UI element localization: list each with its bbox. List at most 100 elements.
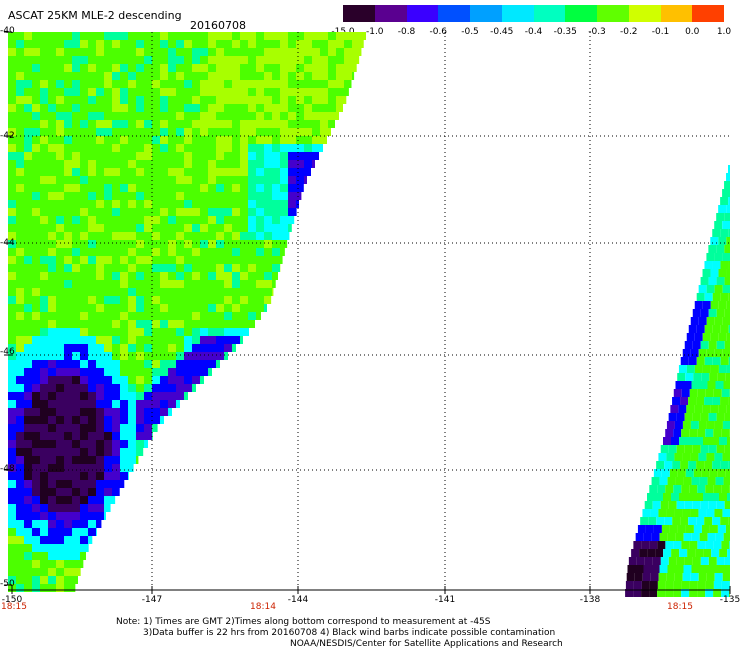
swath-left-cell bbox=[200, 192, 208, 200]
swath-right-cell bbox=[651, 477, 660, 485]
swath-left-cell bbox=[184, 368, 192, 376]
swath-left-cell bbox=[88, 176, 96, 184]
swath-left-cell bbox=[232, 248, 240, 256]
swath-left-cell bbox=[328, 104, 336, 112]
swath-left-cell bbox=[40, 408, 48, 416]
swath-left-cell bbox=[320, 128, 328, 136]
swath-left-cell bbox=[88, 480, 96, 488]
swath-left-cell bbox=[40, 456, 48, 464]
swath-left-cell bbox=[256, 32, 264, 40]
swath-left-cell bbox=[160, 248, 168, 256]
swath-right-cell bbox=[710, 237, 719, 245]
swath-right-cell bbox=[726, 237, 730, 245]
swath-left-cell bbox=[56, 152, 64, 160]
swath-left-cell bbox=[80, 40, 88, 48]
swath-right-cell bbox=[666, 509, 675, 517]
swath-right-cell bbox=[697, 589, 706, 597]
swath-left-cell bbox=[72, 472, 80, 480]
swath-right-cell bbox=[658, 509, 667, 517]
swath-right-cell bbox=[717, 469, 726, 477]
swath-left-cell bbox=[120, 224, 128, 232]
swath-left-cell bbox=[200, 216, 208, 224]
swath-left-cell bbox=[24, 296, 32, 304]
swath-left-cell bbox=[232, 136, 240, 144]
swath-left-cell bbox=[88, 280, 96, 288]
swath-left-cell bbox=[32, 256, 40, 264]
swath-left-cell bbox=[264, 152, 272, 160]
swath-left-cell bbox=[96, 176, 104, 184]
swath-left-cell bbox=[120, 272, 128, 280]
swath-right-cell bbox=[712, 293, 721, 301]
swath-left-cell bbox=[24, 536, 32, 544]
swath-left-cell bbox=[208, 352, 216, 360]
swath-left-cell bbox=[72, 88, 80, 96]
swath-left-cell bbox=[240, 280, 248, 288]
swath-left-cell bbox=[64, 48, 72, 56]
swath-left-cell bbox=[272, 56, 280, 64]
swath-left-cell bbox=[56, 560, 64, 568]
swath-left-cell bbox=[56, 96, 64, 104]
swath-left-cell bbox=[128, 360, 136, 368]
swath-right-cell bbox=[724, 413, 730, 421]
swath-left-cell bbox=[208, 224, 216, 232]
swath-left-cell bbox=[360, 32, 366, 40]
swath-left-cell bbox=[184, 320, 192, 328]
swath-right-cell bbox=[689, 485, 698, 493]
swath-left-cell bbox=[296, 48, 304, 56]
swath-left-cell bbox=[8, 48, 16, 56]
swath-left-cell bbox=[232, 192, 240, 200]
colorbar-label: -0.6 bbox=[429, 27, 448, 37]
swath-left-cell bbox=[128, 192, 136, 200]
swath-left-cell bbox=[112, 280, 120, 288]
swath-left-cell bbox=[256, 280, 264, 288]
swath-left-cell bbox=[136, 280, 144, 288]
swath-left-cell bbox=[232, 264, 240, 272]
swath-left-cell bbox=[104, 64, 112, 72]
swath-left-cell bbox=[8, 216, 16, 224]
swath-left-cell bbox=[176, 152, 184, 160]
swath-right-cell bbox=[716, 413, 725, 421]
swath-left-cell bbox=[104, 160, 112, 168]
swath-left-cell bbox=[8, 344, 16, 352]
swath-left-cell bbox=[312, 64, 320, 72]
swath-left-cell bbox=[232, 72, 240, 80]
swath-left-cell bbox=[176, 240, 184, 248]
swath-left-cell bbox=[72, 384, 80, 392]
swath-left-cell bbox=[48, 320, 56, 328]
swath-left-cell bbox=[288, 168, 296, 176]
swath-left-cell bbox=[344, 96, 347, 104]
swath-left-cell bbox=[16, 280, 24, 288]
swath-left-cell bbox=[272, 192, 280, 200]
swath-left-cell bbox=[152, 168, 160, 176]
swath-left-cell bbox=[152, 232, 160, 240]
swath-left-cell bbox=[32, 280, 40, 288]
swath-left-cell bbox=[144, 256, 152, 264]
swath-left-cell bbox=[200, 136, 208, 144]
swath-left-cell bbox=[208, 208, 216, 216]
swath-left-cell bbox=[208, 128, 216, 136]
swath-left-cell bbox=[80, 184, 88, 192]
swath-left-cell bbox=[232, 224, 240, 232]
swath-left-cell bbox=[344, 64, 352, 72]
swath-left-cell bbox=[96, 56, 104, 64]
swath-left-cell bbox=[48, 184, 56, 192]
swath-right-cell bbox=[693, 469, 702, 477]
swath-left-cell bbox=[64, 336, 72, 344]
swath-left-cell bbox=[248, 320, 255, 328]
swath-left-cell bbox=[136, 208, 144, 216]
swath-left-cell bbox=[136, 408, 144, 416]
swath-left-cell bbox=[352, 40, 360, 48]
swath-left-cell bbox=[168, 368, 176, 376]
swath-left-cell bbox=[184, 344, 192, 352]
axis-ticks bbox=[4, 31, 731, 594]
swath-left-cell bbox=[48, 336, 56, 344]
swath-left-cell bbox=[96, 216, 104, 224]
swath-left-cell bbox=[248, 64, 256, 72]
swath-left-cell bbox=[200, 320, 208, 328]
swath-left-cell bbox=[288, 224, 292, 232]
swath-left-cell bbox=[32, 328, 40, 336]
swath-left-cell bbox=[192, 368, 200, 376]
swath-left-cell bbox=[96, 40, 104, 48]
swath-left-cell bbox=[16, 288, 24, 296]
swath-left-cell bbox=[200, 352, 208, 360]
